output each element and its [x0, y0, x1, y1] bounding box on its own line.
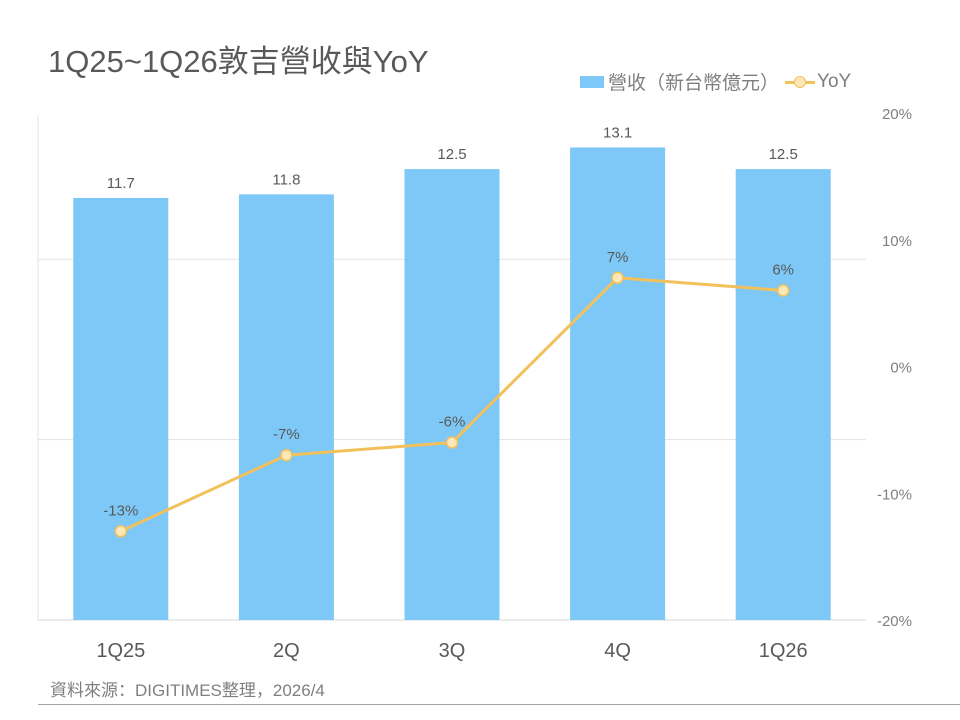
x-tick-label: 1Q26	[759, 640, 808, 662]
bar-value-label: 13.1	[603, 124, 632, 141]
legend-bar-swatch	[580, 75, 604, 88]
yoy-point	[611, 271, 624, 285]
right-tick-label: -10%	[877, 486, 912, 503]
right-tick-label: 10%	[882, 233, 912, 250]
legend-yoy-label: YoY	[817, 70, 852, 92]
legend-revenue-label: 營收（新台幣億元）	[608, 73, 780, 94]
bar-value-label: 12.5	[769, 146, 798, 163]
legend: 營收（新台幣億元） YoY	[580, 68, 851, 95]
bar-value-label: 11.8	[272, 171, 300, 188]
source-note: 資料來源：DIGITIMES整理，2026/4	[50, 681, 325, 700]
yoy-point	[776, 284, 790, 297]
bar	[570, 147, 666, 620]
x-tick-label: 3Q	[439, 640, 466, 662]
x-tick-label: 4Q	[604, 640, 631, 662]
right-tick-label: 20%	[882, 106, 912, 123]
bar	[735, 169, 831, 620]
yoy-value-label: -13%	[103, 502, 138, 519]
x-tick-label: 2Q	[273, 640, 300, 662]
chart-title: 1Q25~1Q26敦吉營收與YoY	[48, 44, 429, 79]
bar	[238, 194, 334, 620]
yoy-point	[445, 436, 459, 449]
yoy-point	[114, 525, 128, 538]
x-tick-label: 1Q25	[96, 640, 145, 662]
right-tick-label: -20%	[877, 613, 912, 630]
legend-line-swatch	[785, 75, 816, 89]
right-tick-label: 0%	[890, 360, 912, 377]
yoy-value-label: -6%	[439, 414, 466, 431]
yoy-value-label: 6%	[772, 261, 794, 278]
bar	[404, 169, 500, 620]
yoy-point	[280, 448, 293, 462]
bar	[73, 197, 169, 620]
yoy-value-label: -7%	[273, 426, 300, 443]
footer-divider	[38, 704, 960, 705]
yoy-value-label: 7%	[607, 249, 629, 266]
bar-value-label: 11.7	[107, 175, 135, 192]
bar-value-label: 12.5	[437, 146, 466, 163]
